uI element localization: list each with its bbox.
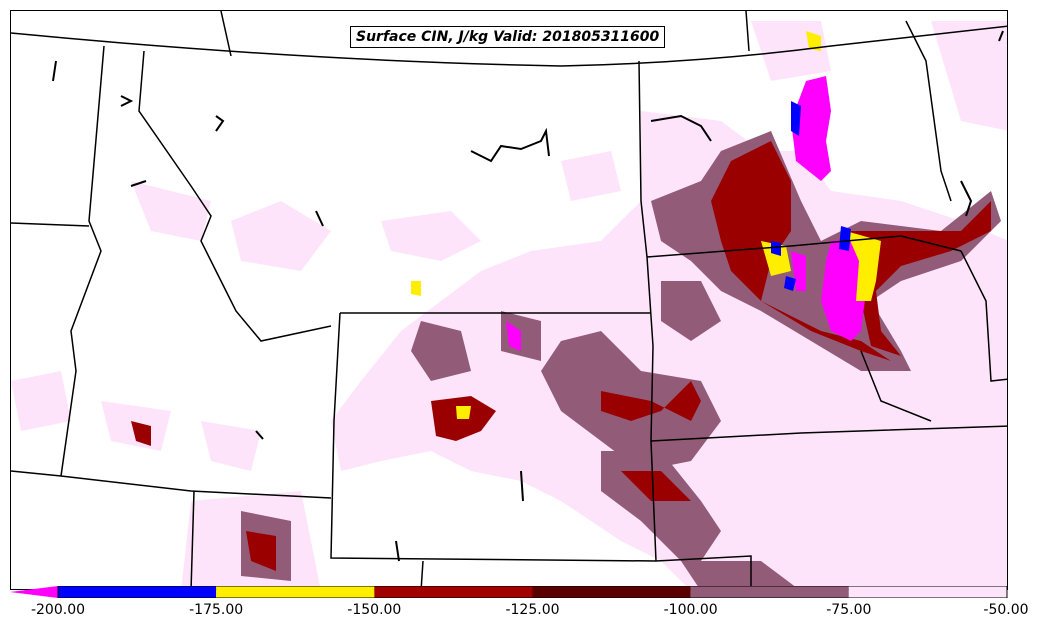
colorbar	[10, 586, 1008, 598]
colorbar-tick-label: -100.00	[663, 602, 718, 618]
cin-map	[11, 11, 1007, 589]
map-title: Surface CIN, J/kg Valid: 201805311600	[350, 26, 666, 48]
colorbar-bin	[532, 586, 691, 598]
colorbar-bin	[58, 586, 217, 598]
colorbar-bin	[374, 586, 533, 598]
colorbar-tick-label: -200.00	[30, 602, 86, 618]
colorbar-tick-label: -75.00	[826, 602, 872, 618]
shading-maroon	[131, 141, 991, 571]
colorbar-tick-label: -50.00	[983, 602, 1029, 618]
colorbar-tick-label: -150.00	[347, 602, 402, 618]
colorbar-bin	[216, 586, 375, 598]
shading-yellow	[411, 31, 881, 419]
colorbar-under-arrow	[10, 586, 58, 598]
state-boundaries	[11, 11, 1007, 589]
colorbar-outline	[57, 586, 1008, 598]
colorbar-bin	[690, 586, 849, 598]
colorbar-tick-label: -125.00	[505, 602, 560, 618]
shading-magenta	[506, 76, 871, 351]
shading-blue	[771, 101, 851, 291]
colorbar-bin	[848, 586, 1007, 598]
colorbar-bins	[58, 586, 1007, 598]
map-panel: Surface CIN, J/kg Valid: 201805311600	[10, 10, 1008, 590]
water-features	[52, 30, 1004, 562]
colorbar-tick-label: -175.00	[189, 602, 244, 618]
